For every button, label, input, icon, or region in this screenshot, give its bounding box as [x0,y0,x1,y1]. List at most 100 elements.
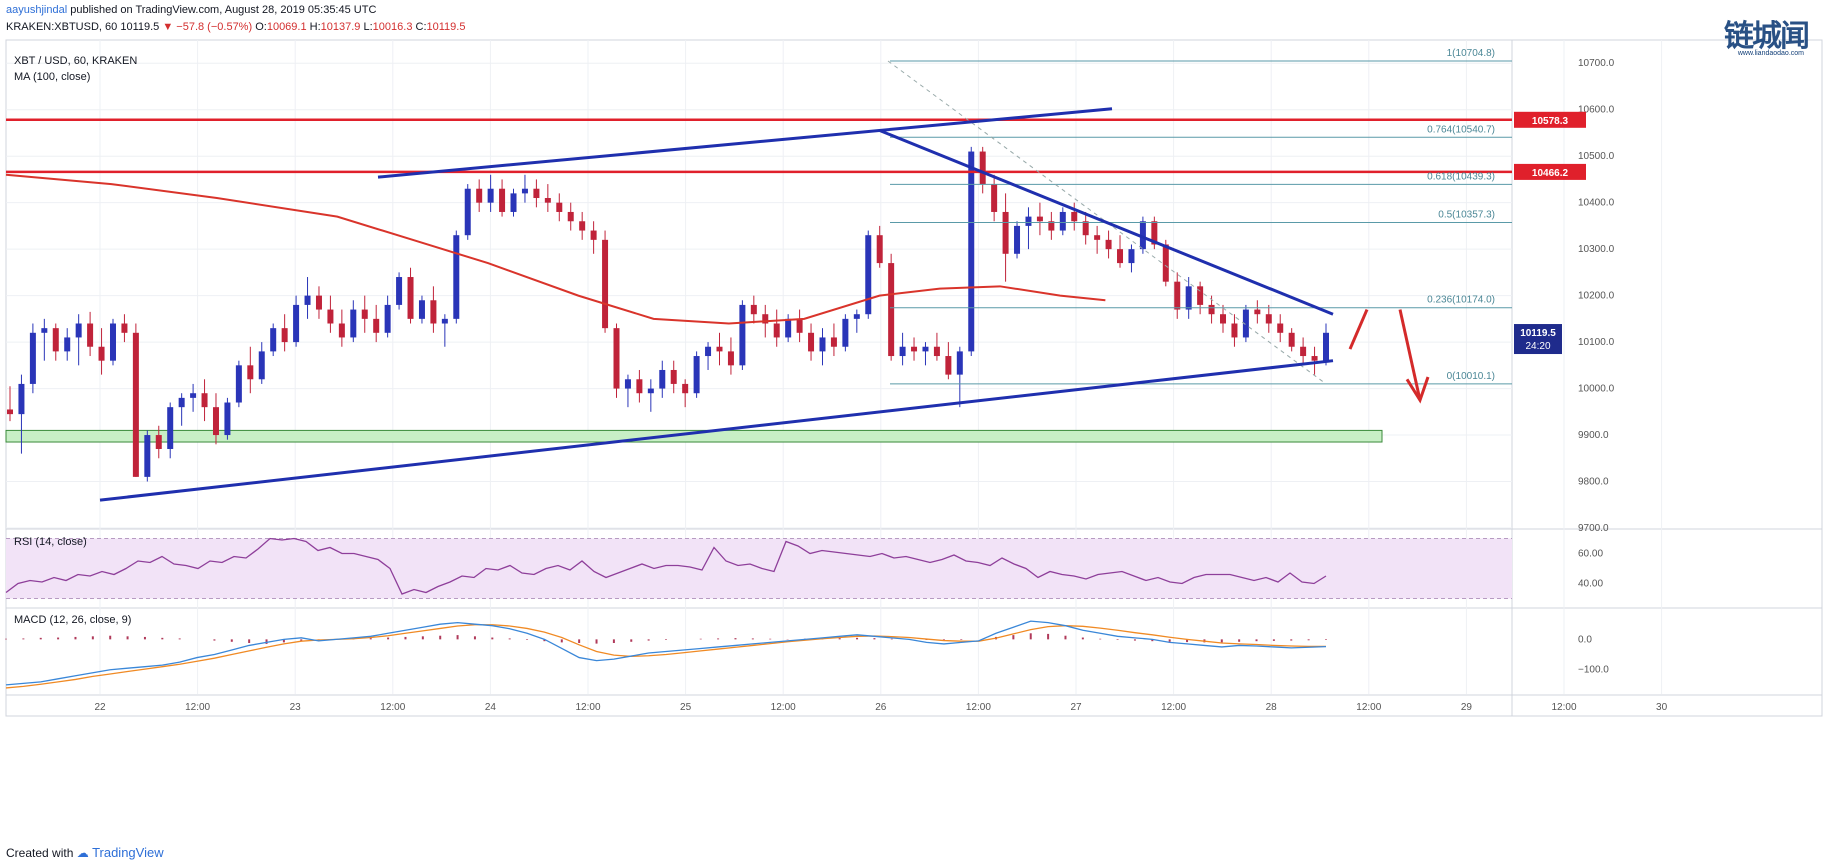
resistance-price-label: 10578.3 [1532,116,1569,127]
ma100-line [5,173,1106,325]
time-tick-label: 24 [485,702,497,713]
candle-down [373,318,380,333]
chart-legend-title: XBT / USD, 60, KRAKEN [14,55,137,67]
candle-up [18,383,25,415]
time-tick-label: 23 [290,702,302,713]
candle-down [52,328,59,352]
candle-down [670,369,677,384]
rsi-tick-label: 40.00 [1578,579,1603,590]
candle-down [87,323,94,347]
candle-down [155,435,162,449]
bearish-arrow [1398,309,1422,401]
candle-down [1288,332,1295,347]
candle-down [1208,304,1215,315]
candle-down [247,365,254,380]
time-tick-label: 12:00 [185,702,210,713]
candle-up [693,356,700,394]
low-label: L: [363,21,373,33]
support-zone [5,429,1383,443]
candle-up [922,346,929,352]
candle-down [613,328,620,389]
tradingview-link[interactable]: TradingView [92,845,164,860]
candle-down [533,188,540,199]
time-tick-label: 12:00 [1551,702,1576,713]
candle-down [315,295,322,310]
price-tick-label: 10100.0 [1578,337,1615,348]
time-tick-label: 25 [680,702,692,713]
candle-down [979,151,986,185]
macd-legend: MACD (12, 26, close, 9) [14,614,131,626]
candle-up [190,393,197,398]
price-tick-label: 9800.0 [1578,477,1609,488]
candle-down [933,346,940,357]
current-price-tag [1514,324,1562,355]
candle-up [1242,309,1249,338]
created-with-text: Created with [6,846,74,860]
candle-down [762,314,769,324]
price-tick-label: 10600.0 [1578,105,1615,116]
price-tick-label: 10200.0 [1578,291,1615,302]
fib-level-label: 0.764(10540.7) [1427,124,1495,135]
resistance-price-tag [1514,163,1586,180]
macd-signal-line [5,624,1326,689]
candle-down [1117,249,1124,264]
time-tick-label: 26 [875,702,887,713]
candle-down [281,328,288,343]
footer: Created with ☁ TradingView [6,845,164,860]
candle-up [258,351,265,380]
candle-down [407,277,414,319]
candle-down [727,351,734,366]
open-label: O: [255,21,267,33]
candle-up [270,328,277,352]
candle-down [98,346,105,361]
candle-down [911,346,918,352]
candle-down [579,221,586,231]
candle-down [945,356,952,375]
candle-down [430,300,437,324]
resistance-price-tag [1514,111,1586,128]
candle-down [1094,235,1101,240]
fib-level-label: 0.5(10357.3) [1438,210,1495,221]
candle-down [327,309,334,324]
fib-level-label: 0(10010.1) [1447,371,1495,382]
price-tick-label: 10700.0 [1578,58,1615,69]
candle-up [819,337,826,352]
macd-tick-label: 0.0 [1578,634,1592,645]
candle-down [602,239,609,329]
published-text: published on TradingView.com, August 28,… [70,4,377,16]
candle-up [1323,332,1329,361]
candle-down [476,188,483,203]
time-tick-label: 12:00 [1356,702,1381,713]
candle-down [567,211,574,222]
candle-up [659,369,666,389]
candle-down [1231,323,1238,338]
candle-down [1277,323,1284,333]
candle-up [64,337,71,352]
candle-down [212,407,219,436]
change-value: −57.8 (−0.57%) [176,21,253,33]
candle-up [1059,211,1066,231]
candle-up [1014,225,1021,254]
time-tick-label: 12:00 [966,702,991,713]
candle-up [453,235,460,319]
fib-level-label: 0.618(10439.3) [1427,171,1495,182]
price-tick-label: 10500.0 [1578,151,1615,162]
candle-down [201,393,208,408]
bullish-arrow [1348,308,1369,350]
candle-down [132,332,139,477]
price-tick-label: 10400.0 [1578,198,1615,209]
rsi-line [5,537,1327,595]
candle-up [396,277,403,305]
high-value: 10137.9 [320,21,361,33]
candle-down [636,379,643,394]
bar-countdown-label: 24:20 [1525,341,1550,352]
candle-down [7,409,13,415]
candle-down [1265,314,1272,324]
candle-up [1185,286,1192,310]
candle-up [167,407,174,449]
candle-down [556,202,563,212]
candle-up [739,304,746,366]
macd-line [5,620,1327,686]
author-link[interactable]: aayushjindal [6,4,68,16]
